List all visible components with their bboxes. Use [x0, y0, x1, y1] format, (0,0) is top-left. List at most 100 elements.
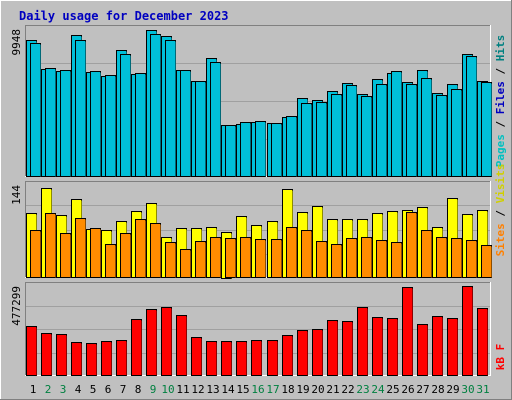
x-tick-label-day-29: 29: [446, 383, 459, 396]
x-tick-label-day-24: 24: [371, 383, 385, 396]
bar-top-files-day-28: [436, 95, 447, 177]
panel-bottom-ymax-label: 477299: [10, 286, 23, 326]
bar-top-files-day-8: [135, 73, 146, 177]
bar-bottom-kb-f-day-19: [297, 330, 308, 376]
bar-bottom-kb-f-day-1: [26, 326, 37, 376]
bar-bottom-kb-f-day-17: [267, 340, 278, 376]
bar-middle-sites-day-24: [376, 240, 387, 278]
bar-top-files-day-18: [286, 116, 297, 177]
bar-bottom-kb-f-day-18: [282, 335, 293, 376]
x-tick-label-day-14: 14: [221, 383, 235, 396]
bar-top-files-day-14: [225, 125, 236, 177]
legend-kb-f: kB F: [494, 344, 507, 371]
bar-bottom-kb-f-day-25: [387, 318, 398, 376]
chart-panels: 9948 Pages / Files / Hits 144 Sites / Visit…: [10, 25, 507, 376]
bar-top-files-day-29: [451, 89, 462, 177]
bar-middle-sites-day-10: [165, 242, 176, 278]
bar-bottom-kb-f-day-10: [161, 307, 172, 376]
panel-bottom-legend: kB F: [494, 344, 507, 371]
bar-middle-sites-day-5: [90, 228, 101, 278]
x-tick-label-day-27: 27: [416, 383, 429, 396]
bar-bottom-kb-f-day-9: [146, 309, 157, 376]
x-tick-label-day-12: 12: [191, 383, 204, 396]
bar-bottom-kb-f-day-24: [372, 317, 383, 376]
bar-middle-sites-day-15: [240, 237, 251, 278]
x-tick-label-day-8: 8: [135, 383, 142, 396]
bar-top-files-day-24: [376, 84, 387, 177]
x-tick-label-day-20: 20: [311, 383, 324, 396]
bar-bottom-kb-f-day-7: [116, 340, 127, 376]
bar-top-files-day-4: [75, 40, 86, 177]
bar-middle-sites-day-3: [60, 233, 71, 278]
bar-middle-sites-day-14: [225, 238, 236, 278]
panel-top: 9948 Pages / Files / Hits: [10, 25, 507, 177]
panel-top-legend: Pages / Files / Hits: [494, 35, 507, 168]
legend-separator: /: [494, 203, 507, 223]
bar-middle-sites-day-29: [451, 238, 462, 278]
bar-top-files-day-22: [346, 85, 357, 177]
panel-middle: 144 Sites / Visits: [10, 164, 507, 279]
bar-bottom-kb-f-day-13: [206, 341, 217, 376]
bar-bottom-kb-f-day-14: [221, 341, 232, 376]
legend-files: Files: [494, 81, 507, 114]
bar-middle-sites-day-2: [45, 213, 56, 278]
bar-top-files-day-25: [391, 71, 402, 177]
bar-top-files-day-27: [421, 78, 432, 177]
bar-top-files-day-1: [30, 43, 41, 177]
bar-top-files-day-20: [316, 102, 327, 177]
bar-middle-sites-day-11: [180, 249, 191, 278]
legend-hits: Hits: [494, 35, 507, 62]
bar-bottom-kb-f-day-31: [477, 308, 488, 376]
bar-middle-sites-day-7: [120, 233, 131, 278]
x-axis-labels: 1 2 3 4 5 6 7 8 9 10 11 12 13 14 15 16 17 18 19 20 21 22 23 24 2…: [30, 383, 490, 396]
bar-middle-sites-day-31: [481, 245, 492, 278]
bar-bottom-kb-f-day-6: [101, 341, 112, 376]
legend-separator: /: [494, 61, 507, 81]
bar-top-files-day-11: [180, 70, 191, 177]
bar-middle-sites-day-19: [301, 230, 312, 278]
bar-top-files-day-13: [210, 62, 221, 177]
bar-bottom-kb-f-day-29: [447, 318, 458, 376]
bar-middle-sites-day-8: [135, 219, 146, 278]
bar-bottom-kb-f-day-22: [342, 321, 353, 376]
legend-visits: Visits: [494, 164, 507, 204]
bar-top-files-day-17: [271, 123, 282, 177]
bar-middle-sites-day-23: [361, 237, 372, 278]
bar-bottom-kb-f-day-2: [41, 333, 52, 376]
bar-bottom-kb-f-day-8: [131, 319, 142, 376]
bar-bottom-kb-f-day-20: [312, 329, 323, 376]
bar-top-files-day-7: [120, 54, 131, 177]
x-tick-label-day-16: 16: [251, 383, 264, 396]
bar-middle-sites-day-16: [255, 239, 266, 278]
bar-top-files-day-19: [301, 103, 312, 177]
bar-bottom-kb-f-day-3: [56, 334, 67, 376]
x-tick-label-day-17: 17: [266, 383, 279, 396]
x-tick-label-day-15: 15: [236, 383, 249, 396]
bar-middle-sites-day-1: [30, 230, 41, 278]
bar-middle-sites-day-9: [150, 223, 161, 278]
chart-title: Daily usage for December 2023: [19, 9, 229, 23]
x-tick-label-day-3: 3: [60, 383, 67, 396]
panel-middle-legend: Sites / Visits: [494, 164, 507, 257]
x-tick-label-day-18: 18: [281, 383, 294, 396]
bar-bottom-kb-f-day-30: [462, 286, 473, 376]
x-tick-label-day-30: 30: [461, 383, 474, 396]
x-tick-label-day-23: 23: [356, 383, 369, 396]
x-tick-label-day-4: 4: [75, 383, 82, 396]
x-tick-label-day-19: 19: [296, 383, 309, 396]
bar-top-files-day-5: [90, 71, 101, 177]
bar-bottom-kb-f-day-4: [71, 342, 82, 376]
x-tick-label-day-2: 2: [45, 383, 52, 396]
bar-middle-sites-day-26: [406, 212, 417, 278]
x-tick-label-day-26: 26: [401, 383, 414, 396]
bar-top-files-day-30: [466, 56, 477, 177]
bar-bottom-kb-f-day-15: [236, 341, 247, 376]
bar-bottom-kb-f-day-27: [417, 324, 428, 376]
bar-middle-sites-day-25: [391, 242, 402, 278]
x-tick-label-day-21: 21: [326, 383, 339, 396]
legend-sites: Sites: [494, 223, 507, 256]
bar-middle-sites-day-6: [105, 244, 116, 278]
x-tick-label-day-22: 22: [341, 383, 354, 396]
bar-bottom-kb-f-day-12: [191, 337, 202, 376]
bar-bottom-kb-f-day-5: [86, 343, 97, 376]
